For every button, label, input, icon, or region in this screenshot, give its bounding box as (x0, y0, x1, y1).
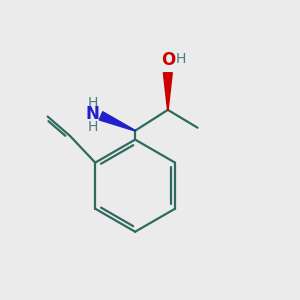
Text: O: O (161, 51, 175, 69)
Polygon shape (164, 73, 172, 110)
Text: H: H (87, 96, 98, 110)
Polygon shape (99, 112, 135, 131)
Text: N: N (86, 105, 100, 123)
Text: H: H (175, 52, 185, 66)
Text: H: H (87, 119, 98, 134)
